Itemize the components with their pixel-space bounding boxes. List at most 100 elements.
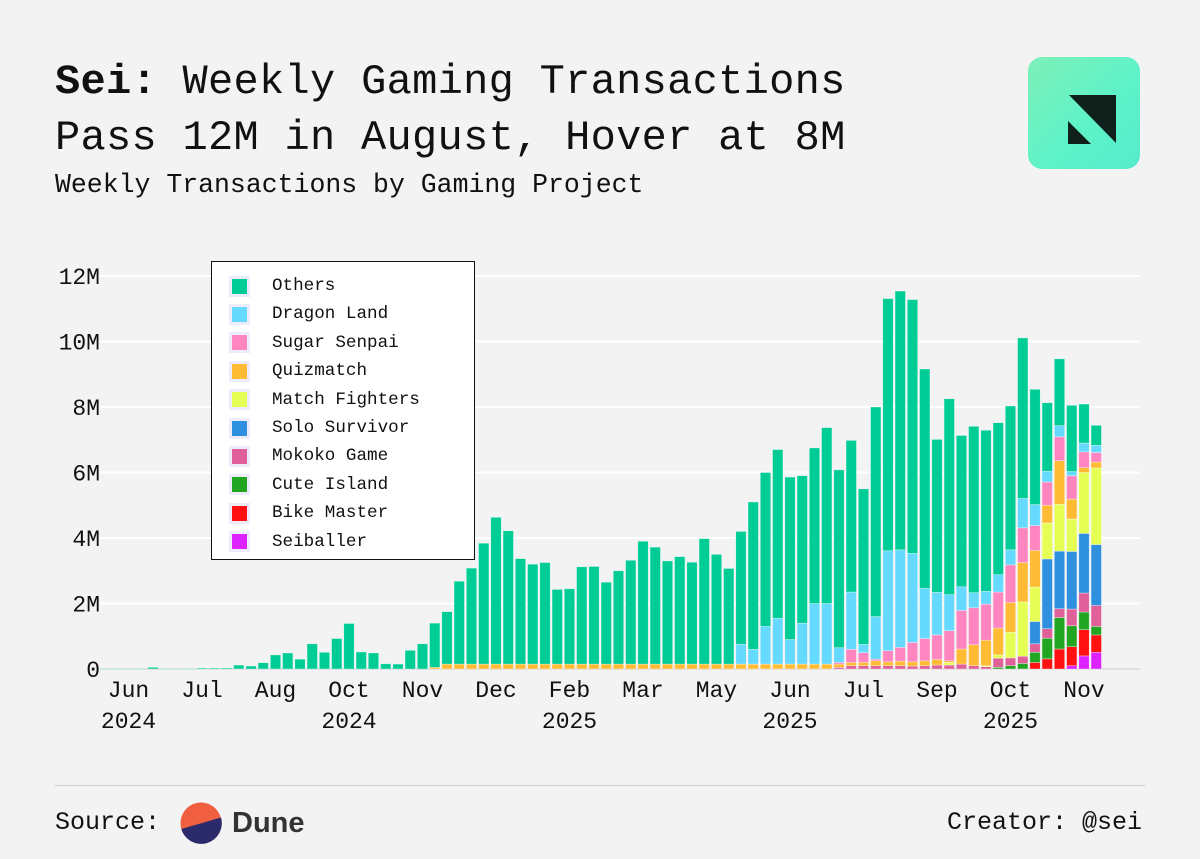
- bar-segment-quizmatch: [955, 648, 967, 665]
- bar-segment-seiballer: [1078, 655, 1090, 670]
- bar-segment-quizmatch: [796, 663, 808, 670]
- legend-item[interactable]: Sugar Senpai: [229, 331, 399, 355]
- bar-segment-dragon-land: [1054, 425, 1066, 438]
- bar-segment-others: [992, 422, 1004, 575]
- bar-segment-quizmatch: [514, 663, 526, 670]
- bar-segment-dragon-land: [870, 616, 882, 660]
- bar-segment-mokoko-game: [1054, 608, 1066, 618]
- bar-segment-others: [980, 429, 992, 592]
- legend-item[interactable]: Bike Master: [229, 501, 388, 525]
- bar-segment-quizmatch: [882, 661, 894, 667]
- bar-segment-cute-island: [1078, 611, 1090, 631]
- bar-segment-others: [282, 652, 294, 670]
- legend-item[interactable]: Match Fighters: [229, 388, 420, 412]
- bar-segment-sugar-senpai: [1090, 452, 1102, 463]
- bar-segment-others: [355, 651, 367, 670]
- bar-segment-dragon-land: [833, 647, 845, 663]
- y-tick-label: 12M: [59, 265, 100, 291]
- bar-segment-quizmatch: [735, 663, 747, 670]
- bar-segment-others: [490, 517, 502, 665]
- bar-segment-quizmatch: [625, 663, 637, 670]
- bar-segment-others: [172, 668, 184, 670]
- legend-label: Dragon Land: [272, 304, 389, 325]
- bar-segment-quizmatch: [759, 663, 771, 670]
- bar-segment-others: [269, 654, 281, 670]
- bar-segment-dragon-land: [759, 626, 771, 665]
- bar-segment-others: [306, 643, 318, 670]
- bar-segment-sugar-senpai: [1017, 527, 1029, 563]
- bar-segment-others: [551, 589, 563, 665]
- bar-segment-mokoko-game: [943, 664, 955, 670]
- bar-segment-others: [465, 567, 477, 665]
- footer-divider: [55, 785, 1145, 786]
- legend-item[interactable]: Cute Island: [229, 473, 388, 497]
- bar-segment-sugar-senpai: [955, 610, 967, 650]
- bar-segment-bike-master: [1066, 646, 1078, 667]
- bar-segment-others: [478, 542, 490, 665]
- bar-segment-quizmatch: [980, 639, 992, 667]
- bar-segment-sugar-senpai: [906, 642, 918, 663]
- bar-segment-others: [159, 668, 171, 670]
- bar-segment-others: [833, 469, 845, 649]
- sei-logo-icon: [1068, 95, 1116, 144]
- bar-segment-others: [1054, 358, 1066, 426]
- bar-segment-others: [367, 652, 379, 670]
- bar-segment-quizmatch: [845, 662, 857, 667]
- bar-segment-sugar-senpai: [992, 591, 1004, 629]
- bar-segment-others: [98, 668, 110, 670]
- legend-item[interactable]: Others: [229, 274, 335, 298]
- bar-segment-dragon-land: [919, 588, 931, 639]
- bar-segment-others: [661, 560, 673, 665]
- bar-segment-others: [441, 611, 453, 665]
- bar-segment-quizmatch: [637, 663, 649, 670]
- bar-segment-sugar-senpai: [857, 652, 869, 663]
- bar-segment-sugar-senpai: [968, 607, 980, 646]
- legend-swatch: [229, 389, 250, 411]
- x-tick-year-label: 2025: [983, 709, 1038, 735]
- bar-segment-dragon-land: [894, 549, 906, 648]
- bar-segment-mokoko-game: [1029, 643, 1041, 653]
- bar-segment-quizmatch: [894, 660, 906, 667]
- bar-segment-dragon-land: [882, 550, 894, 651]
- bar-segment-others: [502, 530, 514, 665]
- bar-segment-quizmatch: [478, 663, 490, 670]
- bar-segment-cute-island: [1017, 663, 1029, 670]
- x-tick-label: Jun: [108, 678, 149, 704]
- legend-item[interactable]: Quizmatch: [229, 359, 368, 383]
- bar-segment-dragon-land: [747, 649, 759, 665]
- legend-label: Quizmatch: [272, 361, 368, 382]
- legend-item[interactable]: Solo Survivor: [229, 416, 409, 440]
- x-tick-label: Feb: [549, 678, 590, 704]
- bar-segment-others: [576, 566, 588, 665]
- bar-segment-quizmatch: [1004, 602, 1016, 633]
- bar-segment-dragon-land: [1041, 470, 1053, 483]
- bar-segment-others: [184, 668, 196, 670]
- bar-segment-bike-master: [1029, 662, 1041, 670]
- x-tick-label: Aug: [255, 678, 296, 704]
- bar-segment-others: [1041, 402, 1053, 472]
- legend-item[interactable]: Seiballer: [229, 530, 367, 554]
- bar-segment-others: [906, 299, 918, 554]
- legend-item[interactable]: Mokoko Game: [229, 444, 388, 468]
- legend-item[interactable]: Dragon Land: [229, 302, 389, 326]
- bar-segment-mokoko-game: [845, 665, 857, 670]
- bar-segment-others: [723, 568, 735, 665]
- bar-segment-quizmatch: [453, 663, 465, 670]
- bar-segment-match-fighters: [1029, 586, 1041, 622]
- chart-title: Sei: Weekly Gaming Transactions Pass 12M…: [55, 54, 846, 166]
- bar-segment-others: [343, 623, 355, 670]
- bar-segment-quizmatch: [649, 663, 661, 670]
- bar-segment-dragon-land: [943, 594, 955, 631]
- bar-segment-others: [318, 651, 330, 670]
- bar-segment-others: [135, 668, 147, 670]
- bar-segment-others: [1029, 389, 1041, 505]
- bar-segment-mokoko-game: [870, 665, 882, 670]
- bar-segment-others: [710, 554, 722, 665]
- bar-segment-mokoko-game: [894, 665, 906, 670]
- bar-segment-quizmatch: [1078, 467, 1090, 473]
- bar-segment-sugar-senpai: [894, 647, 906, 662]
- bar-segment-sugar-senpai: [980, 603, 992, 641]
- bar-segment-dragon-land: [931, 592, 943, 636]
- bar-segment-solo-survivor: [1090, 544, 1102, 606]
- x-tick-label: Jul: [843, 678, 884, 704]
